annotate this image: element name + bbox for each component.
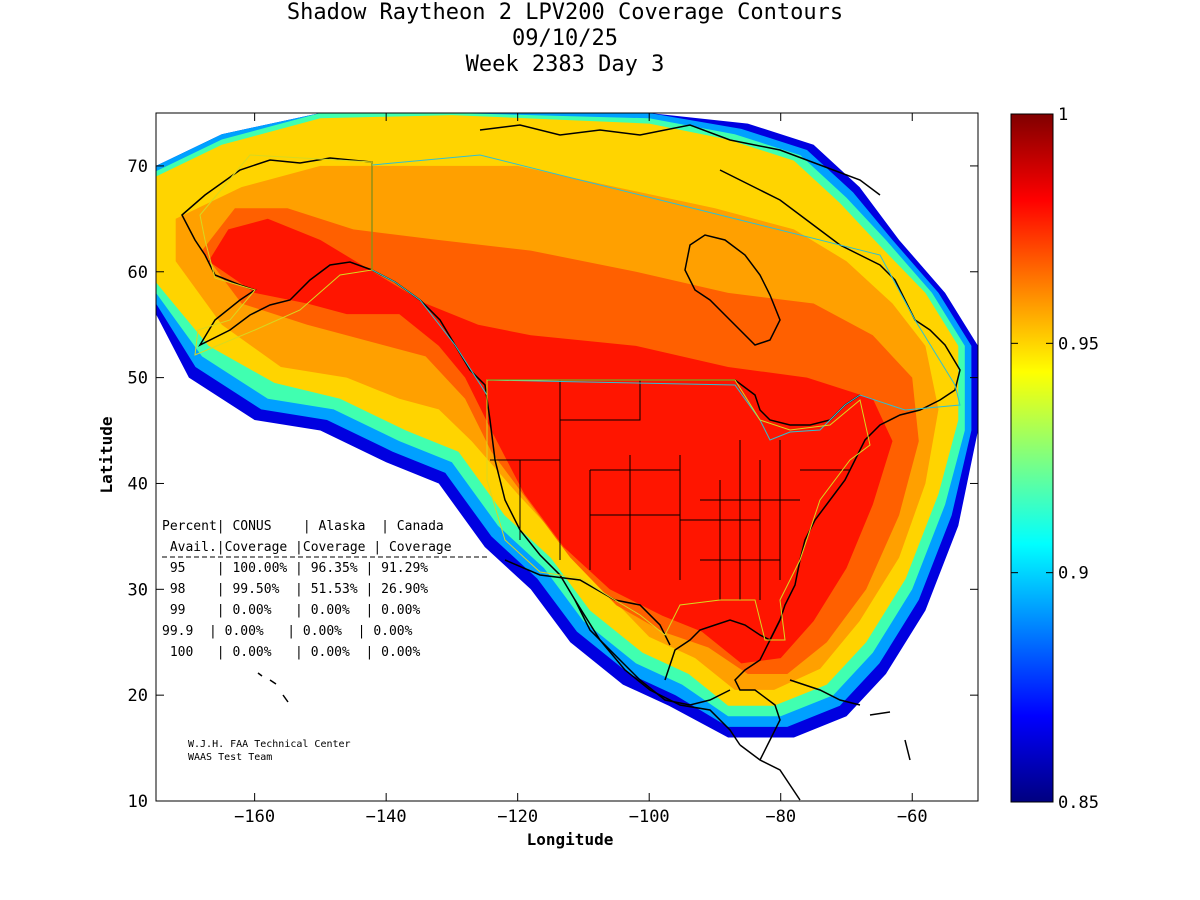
table-row: 100 | 0.00% | 0.00% | 0.00% [162,645,420,660]
coastline-alaska [181,157,373,347]
arctic-islands [479,124,881,196]
y-tick-label: 30 [128,580,148,600]
x-axis: −160 −140 −120 −100 −80 −60 [234,113,928,827]
conus-state-lines [490,380,850,600]
caribbean-islands [789,679,911,761]
table-row: 99 | 0.00% | 0.00% | 0.00% [162,603,420,618]
x-tick-label: −140 [366,807,407,827]
colorbar-ticks: 1 0.95 0.9 0.85 [1011,105,1099,813]
chart-title: Shadow Raytheon 2 LPV200 Coverage Contou… [0,0,1130,78]
conus-region-outline [486,379,871,641]
colorbar-tick-label: 0.95 [1058,334,1099,354]
table-row: 95 | 100.00% | 96.35% | 91.29% [162,561,428,576]
x-tick-label: −160 [234,807,275,827]
y-axis-label: Latitude [97,416,116,493]
coastline-hudson-bay [684,234,781,346]
region-outlines [194,154,961,641]
mexico-outline [574,599,731,706]
y-tick-label: 60 [128,263,148,283]
y-tick-label: 10 [128,792,148,812]
y-tick-label: 40 [128,474,148,494]
canada-region-outline [371,154,961,441]
x-tick-label: −100 [629,807,670,827]
coverage-contours [156,113,978,738]
credit-line-2: WAAS Test Team [188,752,272,763]
coastline-atlantic [719,169,961,761]
table-header-row-1: Percent| CONUS | Alaska | Canada [162,519,444,534]
title-line-1: Shadow Raytheon 2 LPV200 Coverage Contou… [286,0,844,25]
alaska-region-outline [194,154,373,356]
y-tick-label: 50 [128,369,148,389]
colorbar-tick-label: 0.9 [1058,564,1089,584]
colorbar [1010,113,1054,803]
plot-frame [155,112,979,802]
table-row: 98 | 99.50% | 51.53% | 26.90% [162,582,428,597]
y-tick-label: 20 [128,686,148,706]
central-america [739,744,801,801]
contour-level-6 [208,218,893,664]
credit-line-1: W.J.H. FAA Technical Center [188,739,351,750]
title-line-3: Week 2383 Day 3 [465,52,665,77]
coastline-gulf [664,619,781,681]
x-axis-label: Longitude [527,830,614,849]
coastline-and-borders [181,124,961,801]
hawaii-islands [257,672,289,703]
title-line-2: 09/10/25 [512,26,618,51]
colorbar-tick-label: 0.85 [1058,793,1099,813]
coverage-table: Percent| CONUS | Alaska | Canada Avail.|… [162,519,490,660]
table-header-row-2: Avail.|Coverage |Coverage | Coverage [162,540,452,555]
x-tick-label: −60 [897,807,928,827]
y-axis: 10 20 30 40 50 60 70 [128,157,978,812]
table-row: 99.9 | 0.00% | 0.00% | 0.00% [162,624,413,639]
x-tick-label: −80 [765,807,796,827]
colorbar-tick-label: 1 [1058,105,1068,125]
y-tick-label: 70 [128,157,148,177]
x-tick-label: −120 [497,807,538,827]
